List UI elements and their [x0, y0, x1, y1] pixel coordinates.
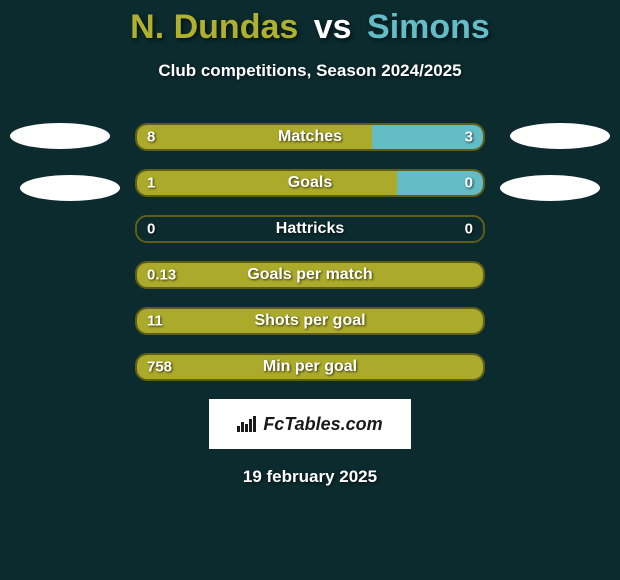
stat-label: Shots per goal — [254, 312, 365, 330]
player1-name: N. Dundas — [130, 8, 298, 46]
bar-left — [137, 171, 397, 195]
stat-rows: 8 3 Matches 1 0 Goals 0 0 Hattricks 0.13 Goals per… — [0, 123, 620, 381]
stat-value-right: 3 — [465, 129, 473, 146]
decor-ellipse-right-top — [510, 123, 610, 149]
stat-row: 0.13 Goals per match — [135, 261, 485, 289]
logo-text: FcTables.com — [263, 414, 382, 435]
comparison-infographic: N. Dundas vs Simons Club competitions, S… — [0, 0, 620, 580]
player2-name: Simons — [367, 8, 490, 46]
decor-ellipse-left-top — [10, 123, 110, 149]
vs-separator: vs — [314, 8, 352, 46]
stat-value-left: 1 — [147, 175, 155, 192]
stat-value-left: 0 — [147, 221, 155, 238]
fctables-logo: FcTables.com — [209, 399, 411, 449]
date-stamp: 19 february 2025 — [0, 467, 620, 487]
stat-row: 8 3 Matches — [135, 123, 485, 151]
stat-label: Goals — [288, 174, 332, 192]
stat-value-left: 11 — [147, 313, 163, 330]
stat-label: Hattricks — [276, 220, 344, 238]
stat-value-left: 758 — [147, 359, 172, 376]
stat-value-right: 0 — [465, 175, 473, 192]
decor-ellipse-left-bottom — [20, 175, 120, 201]
stat-value-left: 0.13 — [147, 267, 176, 284]
stat-value-right: 0 — [465, 221, 473, 238]
title: N. Dundas vs Simons — [0, 0, 620, 47]
subtitle: Club competitions, Season 2024/2025 — [0, 61, 620, 81]
stat-label: Matches — [278, 128, 342, 146]
stat-label: Goals per match — [247, 266, 372, 284]
decor-ellipse-right-bottom — [500, 175, 600, 201]
stat-row: 758 Min per goal — [135, 353, 485, 381]
stat-row: 0 0 Hattricks — [135, 215, 485, 243]
stat-value-left: 8 — [147, 129, 155, 146]
stat-label: Min per goal — [263, 358, 357, 376]
stats-area: 8 3 Matches 1 0 Goals 0 0 Hattricks 0.13 Goals per… — [0, 123, 620, 487]
stat-row: 11 Shots per goal — [135, 307, 485, 335]
bar-chart-icon — [237, 416, 257, 432]
stat-row: 1 0 Goals — [135, 169, 485, 197]
